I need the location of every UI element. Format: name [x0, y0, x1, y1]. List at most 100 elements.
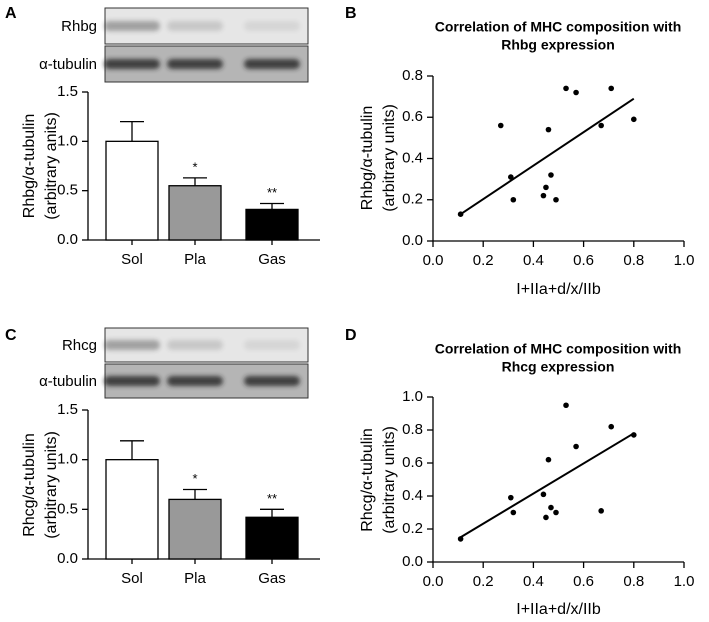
y-axis-label: (arbitrary units): [43, 431, 60, 539]
x-tick-label: 1.0: [674, 573, 695, 590]
x-tick-label: 0.4: [523, 573, 544, 590]
x-axis-label: I+IIa+d/x/IIb: [516, 601, 601, 618]
point: [543, 514, 549, 521]
bar: [245, 516, 299, 560]
y-tick-label: 0.2: [402, 191, 423, 208]
point: [508, 494, 514, 501]
y-tick-label: 0.6: [402, 454, 423, 471]
fit-line: [460, 432, 635, 539]
y-axis-label: (arbitrary units): [381, 104, 398, 212]
y-tick-label: 0.4: [402, 149, 423, 166]
significance: **: [267, 185, 277, 200]
bar: [105, 459, 159, 560]
point: [563, 85, 569, 92]
significance: *: [192, 471, 197, 486]
blot-band: [104, 376, 160, 386]
significance: *: [192, 159, 197, 174]
x-tick-label: 0.6: [573, 252, 594, 269]
x-tick-label: 0.6: [573, 573, 594, 590]
y-tick-label: 0.0: [57, 231, 78, 248]
point: [598, 508, 604, 514]
y-tick-label: 1.0: [57, 132, 78, 149]
y-tick-label: 0.5: [57, 182, 78, 199]
point: [553, 196, 559, 203]
blot-band: [104, 340, 160, 350]
panel-letter: A: [5, 5, 17, 22]
point: [548, 172, 554, 178]
point: [457, 536, 464, 542]
x-tick-label: 0.0: [423, 252, 444, 269]
y-tick-label: 0.0: [402, 553, 423, 570]
bar: [245, 208, 299, 241]
blot-band: [167, 59, 223, 69]
point: [573, 443, 579, 450]
y-axis-label: Rhbg/α-tubulin: [359, 106, 376, 210]
blot-label: Rhcg: [62, 337, 97, 354]
y-axis-label: Rhcg/α-tubulin: [359, 428, 376, 532]
blot-band: [167, 376, 223, 386]
point: [497, 122, 504, 129]
point: [508, 174, 514, 180]
y-tick-label: 0.2: [402, 520, 423, 537]
fit-line: [460, 97, 635, 216]
point: [553, 509, 559, 516]
x-axis-label: I+IIa+d/x/IIb: [516, 281, 601, 298]
x-tick-label: 0.2: [473, 252, 494, 269]
blot-band: [167, 340, 223, 350]
point: [540, 192, 547, 199]
x-tick-label: Gas: [258, 570, 286, 587]
y-tick-label: 1.5: [57, 83, 78, 100]
y-axis-label: Rhbg/α-tubulin: [21, 114, 38, 218]
x-tick-label: 0.2: [473, 573, 494, 590]
chart-title: Rhcg expression: [502, 359, 615, 375]
blot-band: [244, 340, 300, 350]
y-tick-label: 0.4: [402, 487, 423, 504]
y-tick-label: 0.6: [402, 108, 423, 125]
point: [598, 122, 604, 129]
y-tick-label: 0.0: [57, 550, 78, 567]
y-tick-label: 1.0: [57, 451, 78, 468]
point: [545, 456, 552, 463]
blot-label: α-tubulin: [39, 373, 97, 390]
point: [548, 504, 554, 511]
bar: [105, 140, 159, 241]
y-axis-label: (arbitrary anits): [43, 112, 60, 220]
blot-band: [244, 21, 300, 31]
point: [631, 116, 637, 123]
blot-band: [244, 59, 300, 69]
point: [573, 89, 579, 96]
x-tick-label: Gas: [258, 251, 286, 268]
blot-band: [104, 21, 160, 31]
y-axis-label: Rhcg/α-tubulin: [21, 433, 38, 537]
point: [457, 211, 464, 217]
x-tick-label: 0.8: [623, 573, 644, 590]
point: [563, 402, 569, 409]
point: [510, 509, 517, 516]
blot-label: α-tubulin: [39, 56, 97, 73]
panel-letter: B: [345, 5, 357, 22]
y-tick-label: 1.0: [402, 388, 423, 405]
y-tick-label: 1.5: [57, 401, 78, 418]
x-tick-label: 0.4: [523, 252, 544, 269]
chart-title: Correlation of MHC composition with: [435, 19, 682, 35]
x-tick-label: Sol: [121, 251, 143, 268]
significance: **: [267, 491, 277, 506]
point: [631, 432, 637, 438]
blot-label: Rhbg: [61, 18, 97, 35]
blot-band: [167, 21, 223, 31]
y-tick-label: 0.5: [57, 500, 78, 517]
y-tick-label: 0.8: [402, 67, 423, 84]
x-tick-label: 0.8: [623, 252, 644, 269]
x-tick-label: Sol: [121, 570, 143, 587]
point: [540, 491, 547, 498]
point: [608, 85, 615, 92]
panel-letter: C: [5, 327, 17, 344]
chart-title: Rhbg expression: [501, 37, 615, 53]
point: [510, 196, 517, 203]
y-axis-label: (arbitrary units): [381, 426, 398, 534]
point: [545, 126, 552, 133]
x-tick-label: 0.0: [423, 573, 444, 590]
point: [543, 184, 549, 191]
x-tick-label: Pla: [184, 251, 206, 268]
